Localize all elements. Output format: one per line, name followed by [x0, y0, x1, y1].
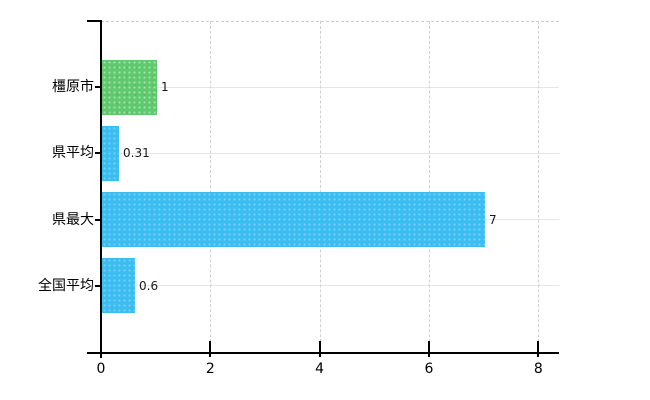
x-axis-tick: [209, 341, 212, 357]
vertical-gridline: [319, 21, 321, 352]
y-axis-label: 県最大: [52, 211, 94, 228]
bar-value-label: 7: [489, 212, 497, 227]
bar-3: [102, 258, 135, 314]
x-tick-label: 6: [424, 361, 434, 377]
bar-value-label: 0.6: [139, 278, 159, 293]
bar-value-label: 0.31: [123, 146, 150, 161]
x-axis-line: [87, 352, 559, 354]
horizontal-gridline: [101, 152, 559, 154]
x-tick-label: 4: [315, 361, 325, 377]
y-axis-label: 県平均: [52, 145, 94, 162]
y-axis-label: 橿原市: [52, 79, 94, 96]
x-axis-tick: [318, 341, 321, 357]
plot-top-border: [101, 21, 559, 22]
x-axis-tick: [427, 341, 430, 357]
horizontal-gridline: [101, 285, 559, 287]
vertical-gridline: [538, 21, 540, 352]
y-axis-tick: [95, 284, 100, 287]
y-axis-label: 全国平均: [38, 277, 94, 294]
vertical-gridline: [210, 21, 212, 352]
bar-value-label: 1: [161, 80, 169, 95]
y-axis-tick: [95, 218, 100, 221]
bar-1: [102, 125, 119, 181]
bar-2: [102, 192, 485, 248]
x-axis-tick: [537, 341, 540, 357]
x-tick-label: 0: [96, 361, 106, 377]
vertical-gridline: [428, 21, 430, 352]
y-axis-line: [100, 20, 102, 358]
x-tick-label: 8: [533, 361, 543, 377]
y-axis-tick: [95, 152, 100, 155]
x-tick-label: 2: [205, 361, 215, 377]
bar-0: [102, 59, 157, 115]
y-axis-top-tick: [87, 20, 101, 22]
horizontal-gridline: [101, 86, 559, 88]
y-axis-tick: [95, 86, 100, 89]
